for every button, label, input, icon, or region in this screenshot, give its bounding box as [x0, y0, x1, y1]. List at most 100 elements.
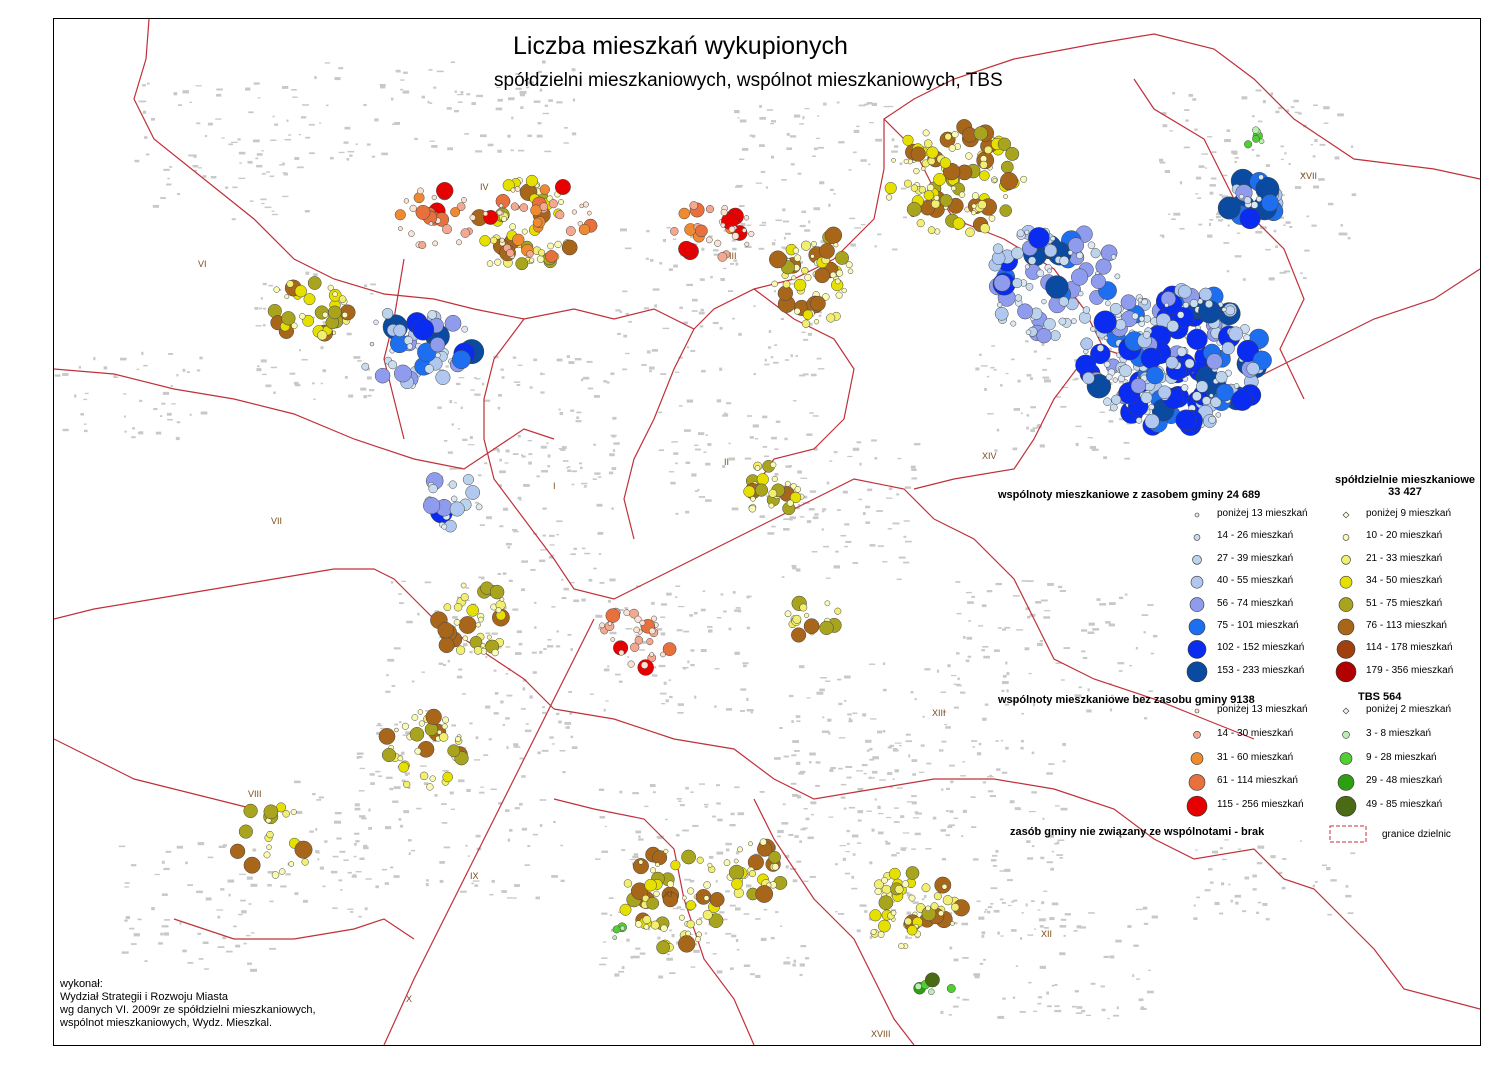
- building-footprint: [702, 590, 706, 593]
- building-footprint: [395, 69, 401, 73]
- building-footprint: [493, 669, 497, 672]
- building-footprint: [176, 845, 183, 849]
- building-footprint: [222, 844, 227, 847]
- housing-symbol: [707, 862, 713, 868]
- housing-symbol: [582, 201, 589, 208]
- building-footprint: [612, 449, 616, 452]
- building-footprint: [949, 810, 954, 813]
- building-footprint: [805, 957, 810, 960]
- building-footprint: [654, 304, 657, 308]
- building-footprint: [786, 147, 793, 150]
- housing-symbol: [1075, 354, 1097, 376]
- building-footprint: [506, 897, 513, 899]
- building-footprint: [344, 375, 348, 379]
- building-footprint: [703, 803, 709, 806]
- housing-symbol: [1024, 264, 1030, 270]
- housing-symbol: [648, 627, 656, 635]
- building-footprint: [1100, 985, 1105, 988]
- building-footprint: [217, 946, 225, 948]
- building-footprint: [439, 879, 444, 883]
- building-footprint: [505, 646, 511, 648]
- building-footprint: [807, 332, 813, 336]
- building-footprint: [187, 962, 194, 964]
- building-footprint: [441, 822, 448, 824]
- building-footprint: [953, 706, 959, 709]
- building-footprint: [691, 473, 697, 477]
- building-footprint: [537, 70, 542, 74]
- building-footprint: [612, 416, 617, 420]
- building-footprint: [1281, 886, 1286, 890]
- map-canvas[interactable]: [54, 19, 1480, 1045]
- building-footprint: [1060, 679, 1065, 681]
- building-footprint: [644, 805, 649, 808]
- building-footprint: [847, 713, 852, 716]
- building-footprint: [1143, 922, 1149, 925]
- housing-symbol: [451, 350, 471, 370]
- building-footprint: [1075, 1012, 1083, 1014]
- housing-symbol: [979, 160, 988, 169]
- building-footprint: [1280, 145, 1284, 148]
- building-footprint: [677, 703, 684, 706]
- housing-symbol: [397, 226, 403, 232]
- building-footprint: [799, 770, 806, 773]
- legend-title-tbs: TBS 564: [1358, 691, 1402, 703]
- building-footprint: [1043, 616, 1051, 619]
- legend-item-wz-label: 75 - 101 mieszkań: [1217, 620, 1299, 631]
- building-footprint: [870, 718, 877, 720]
- building-footprint: [759, 116, 766, 120]
- housing-symbol: [1090, 248, 1101, 259]
- building-footprint: [713, 253, 721, 256]
- housing-symbol: [480, 642, 486, 648]
- building-footprint: [608, 471, 614, 475]
- building-footprint: [1021, 912, 1024, 914]
- building-footprint: [857, 787, 864, 791]
- building-footprint: [346, 158, 350, 161]
- building-footprint: [1304, 249, 1310, 252]
- housing-symbol: [925, 905, 931, 912]
- building-footprint: [669, 695, 673, 699]
- building-footprint: [163, 168, 170, 171]
- building-footprint: [675, 462, 678, 465]
- building-footprint: [903, 520, 910, 522]
- housing-symbol: [1012, 278, 1023, 289]
- building-footprint: [499, 484, 502, 488]
- building-footprint: [613, 442, 620, 445]
- housing-symbol: [1210, 396, 1222, 408]
- district-label: X: [406, 994, 413, 1004]
- housing-symbol: [933, 892, 942, 901]
- building-footprint: [792, 566, 797, 570]
- housing-symbol: [429, 337, 446, 353]
- building-footprint: [168, 353, 174, 355]
- housing-symbol: [599, 622, 605, 629]
- district-boundary: [383, 618, 595, 1045]
- building-footprint: [506, 694, 513, 697]
- building-footprint: [783, 755, 789, 758]
- building-footprint: [675, 596, 678, 599]
- building-footprint: [391, 685, 396, 687]
- building-footprint: [995, 850, 999, 853]
- building-footprint: [1019, 1011, 1026, 1013]
- building-footprint: [632, 855, 639, 859]
- building-footprint: [869, 861, 873, 865]
- building-footprint: [164, 919, 171, 921]
- building-footprint: [1198, 223, 1203, 226]
- district-boundary: [753, 798, 915, 1045]
- building-footprint: [662, 327, 670, 330]
- building-footprint: [558, 448, 565, 450]
- housing-symbol: [374, 367, 391, 384]
- building-footprint: [1278, 106, 1283, 110]
- building-footprint: [690, 649, 695, 652]
- building-footprint: [1221, 882, 1225, 886]
- building-footprint: [692, 298, 698, 302]
- building-footprint: [1000, 384, 1003, 387]
- housing-symbol: [992, 243, 1004, 254]
- housing-symbol: [799, 603, 808, 612]
- building-footprint: [1265, 248, 1271, 251]
- housing-symbol: [444, 314, 462, 332]
- housing-symbol: [529, 257, 535, 263]
- building-footprint: [1313, 104, 1318, 106]
- building-footprint: [519, 802, 523, 806]
- building-footprint: [293, 381, 299, 385]
- building-footprint: [806, 697, 811, 699]
- housing-symbol: [754, 465, 761, 471]
